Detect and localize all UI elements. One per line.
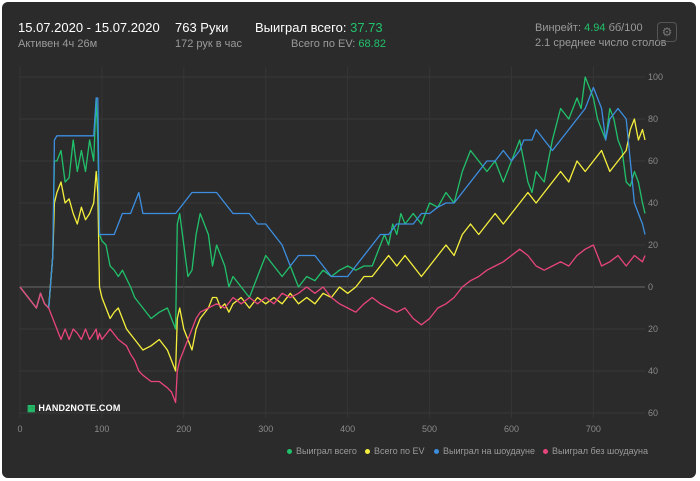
y-tick-label: 80 <box>648 114 658 124</box>
winrate-label: Винрейт: <box>535 22 582 34</box>
x-tick-label: 200 <box>176 424 191 434</box>
chart-lines <box>19 76 646 404</box>
ev-label: Всего по EV: <box>291 38 356 50</box>
logo-text: HAND2NOTE.COM <box>38 403 121 413</box>
y-tick-label: 20 <box>648 324 658 334</box>
y-tick-label: 40 <box>648 366 658 376</box>
legend-item-showdown[interactable]: Выиграл на шоудауне <box>434 446 535 456</box>
x-tick-label: 500 <box>422 424 437 434</box>
winrate-value: 4.94 <box>584 22 606 34</box>
ev-total: Всего по EV: 68.82 <box>291 38 386 50</box>
legend-label-ev: Всего по EV <box>374 446 425 456</box>
series-line-non-showdown <box>19 244 646 404</box>
y-tick-label: 60 <box>648 408 658 418</box>
legend-item-ev[interactable]: Всего по EV <box>365 446 424 456</box>
legend-dot-total <box>287 449 292 455</box>
legend-item-total[interactable]: Выиграл всего <box>287 446 357 456</box>
won-label: Выиграл всего: <box>255 20 347 35</box>
x-tick-label: 300 <box>258 424 273 434</box>
y-tick-label: 40 <box>648 198 658 208</box>
hands-count: 763 Руки <box>175 20 229 35</box>
series-line-total <box>19 76 646 330</box>
legend-label-non-showdown: Выиграл без шоудауна <box>552 446 648 456</box>
y-tick-label: 0 <box>648 282 653 292</box>
x-tick-label: 400 <box>340 424 355 434</box>
x-tick-label: 600 <box>504 424 519 434</box>
avg-tables: 2.1 среднее число столов <box>535 37 667 49</box>
date-range: 15.07.2020 - 15.07.2020 <box>18 20 160 35</box>
active-time: Активен 4ч 26м <box>18 38 98 50</box>
won-total: Выиграл всего: 37.73 <box>255 20 383 35</box>
legend-label-total: Выиграл всего <box>296 446 357 456</box>
legend-item-non-showdown[interactable]: Выиграл без шоудауна <box>543 446 648 456</box>
hand2note-logo: ▦ HAND2NOTE.COM <box>27 403 121 414</box>
y-tick-label: 60 <box>648 156 658 166</box>
x-tick-label: 0 <box>17 424 22 434</box>
y-tick-label: 100 <box>648 72 663 82</box>
chart-grid <box>19 67 645 418</box>
winrate: Винрейт: 4.94 бб/100 <box>535 22 643 34</box>
legend-dot-showdown <box>434 449 439 455</box>
x-tick-label: 100 <box>94 424 109 434</box>
x-tick-label: 700 <box>586 424 601 434</box>
won-value: 37.73 <box>350 20 383 35</box>
winrate-unit: бб/100 <box>608 22 643 34</box>
gear-icon[interactable]: ⚙ <box>657 22 677 42</box>
logo-icon: ▦ <box>27 403 36 413</box>
hands-per-hour: 172 рук в час <box>175 38 243 50</box>
ev-value: 68.82 <box>358 38 386 50</box>
series-line-showdown <box>19 86 646 309</box>
series-line-ev <box>19 118 646 372</box>
legend-label-showdown: Выиграл на шоудауне <box>443 446 535 456</box>
legend-dot-non-showdown <box>543 449 548 455</box>
y-tick-label: 20 <box>648 240 658 250</box>
legend-dot-ev <box>365 449 370 455</box>
